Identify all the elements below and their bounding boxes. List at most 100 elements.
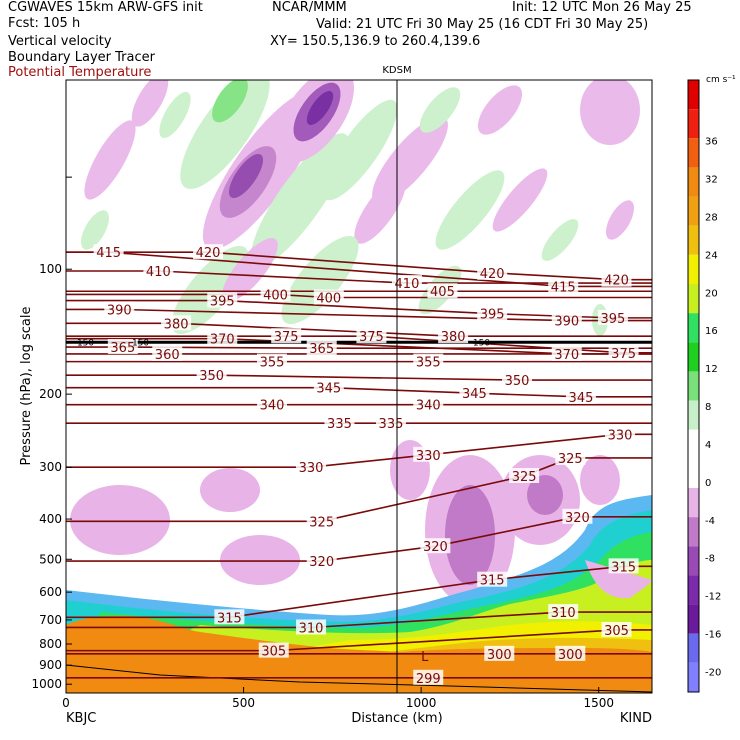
theta-label-bg	[260, 286, 291, 302]
theta-contour-label: 395	[601, 312, 626, 327]
colorbar-tick-label: -12	[705, 592, 721, 603]
theta-contour-label: 340	[260, 399, 285, 414]
colorbar-swatch	[688, 196, 699, 226]
y-tick-label: 100	[39, 262, 62, 276]
theta-label-bg	[427, 283, 458, 299]
colorbar-swatch	[688, 109, 699, 139]
theta-contour-label: 320	[565, 511, 590, 526]
theta-contour-label: 400	[316, 292, 341, 307]
colorbar-swatch	[688, 488, 699, 518]
theta-label-bg	[413, 353, 444, 369]
vertical-velocity-shading	[66, 80, 652, 693]
colorbar-swatch	[688, 429, 699, 459]
colorbar-swatch	[688, 80, 699, 110]
colorbar-swatch	[688, 313, 699, 343]
theta-contour-label: 380	[441, 330, 466, 345]
y-tick-label: 600	[39, 585, 62, 599]
x-tick-label: 1500	[583, 696, 614, 710]
theta-contour-label: 375	[274, 330, 299, 345]
colorbar-swatch	[688, 371, 699, 401]
colorbar-swatch	[688, 575, 699, 605]
colorbar-tick-label: 24	[705, 250, 718, 261]
theta-label-bg	[214, 609, 245, 625]
theta-label-bg	[391, 275, 422, 291]
theta-contour-label: 390	[107, 303, 132, 318]
theta-contour-label: 315	[611, 560, 636, 575]
theta-label-bg	[477, 305, 508, 321]
theta-label-bg	[258, 642, 289, 658]
theta-contour-label: 420	[480, 267, 505, 282]
x-tick-label: 0	[62, 696, 70, 710]
x-tick-label: 1000	[406, 696, 437, 710]
tropopause-label: 150	[473, 338, 490, 348]
theta-contour-line	[66, 386, 652, 398]
theta-contour-line	[66, 346, 652, 349]
theta-label-bg	[477, 264, 508, 280]
colorbar-swatch	[688, 138, 699, 168]
theta-contour-label: 375	[359, 330, 384, 345]
colorbar-swatch	[688, 458, 699, 488]
theta-contour-label: 400	[263, 288, 288, 303]
x-start-station: KBJC	[66, 711, 96, 726]
colorbar-swatch	[688, 225, 699, 255]
y-tick-label: 200	[39, 387, 62, 401]
theta-contour-label: 300	[558, 648, 583, 663]
theta-label-bg	[324, 415, 355, 431]
tropopause-label: 150	[132, 338, 149, 348]
theta-contour-label: 320	[423, 540, 448, 555]
theta-contour-line	[66, 374, 652, 381]
colorbar-swatch	[688, 546, 699, 576]
theta-label-bg	[356, 328, 387, 344]
colorbar-swatch	[688, 633, 699, 663]
theta-label-bg	[565, 388, 596, 404]
colorbar-tick-label: 20	[705, 288, 718, 299]
theta-label-bg	[306, 553, 337, 569]
y-axis-label: Pressure (hPa), log scale	[19, 307, 34, 466]
theta-label-bg	[152, 345, 183, 361]
plot-frame	[65, 79, 653, 694]
colorbar-swatch	[688, 517, 699, 547]
station-marker-label: KDSM	[382, 65, 411, 76]
field-vertical-velocity: Vertical velocity	[8, 34, 112, 49]
theta-contour-label: 375	[611, 347, 636, 362]
colorbar-units: cm s⁻¹	[706, 75, 736, 85]
theta-label-bg	[196, 367, 227, 383]
y-tick-label: 400	[39, 512, 62, 526]
theta-contour-label: 325	[512, 470, 537, 485]
theta-label-bg	[555, 449, 586, 465]
theta-contour-label: 299	[416, 672, 441, 687]
theta-label-bg	[93, 244, 124, 260]
colorbar: 36 32 28 24 20 16 12 8 4 0 -4 -8 -12 -16 -20	[687, 79, 721, 693]
colorbar-tick-label: 32	[705, 175, 718, 186]
colorbar-swatch	[688, 167, 699, 197]
theta-label-bg	[413, 396, 444, 412]
theta-label-bg	[601, 271, 632, 287]
theta-label-bg	[107, 339, 138, 355]
theta-contour-line	[66, 629, 652, 652]
colorbar-swatch	[688, 662, 699, 692]
theta-contour-label: 310	[551, 606, 576, 621]
theta-contour-label: 390	[554, 315, 579, 330]
forecast-hour: Fcst: 105 h	[8, 16, 81, 31]
theta-label-bg	[459, 385, 490, 401]
y-tick-label: 1000	[31, 677, 62, 691]
theta-contour-label: 415	[96, 246, 121, 261]
colorbar-swatch	[688, 400, 699, 430]
theta-contour-label: 325	[309, 515, 334, 530]
theta-label-bg	[413, 669, 444, 685]
theta-contour-label: 355	[260, 356, 285, 371]
theta-label-bg	[256, 353, 287, 369]
theta-contour-label: 330	[416, 449, 441, 464]
theta-label-bg	[551, 345, 582, 361]
theta-contour-label: 380	[164, 317, 189, 332]
theta-contour-label: 350	[505, 374, 530, 389]
init-time: Init: 12 UTC Mon 26 May 25	[512, 0, 692, 15]
theta-contour-label: 365	[309, 342, 334, 357]
theta-label-bg	[551, 312, 582, 328]
theta-label-bg	[296, 619, 327, 635]
theta-contour-label: 320	[309, 555, 334, 570]
theta-label-bg	[207, 292, 238, 308]
theta-contour-label: 395	[210, 295, 235, 310]
theta-label-bg	[420, 538, 451, 554]
